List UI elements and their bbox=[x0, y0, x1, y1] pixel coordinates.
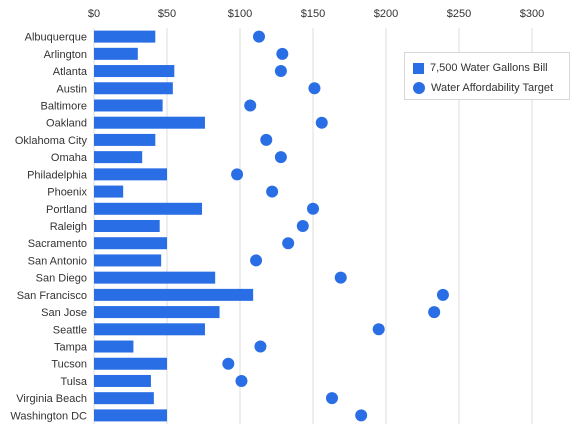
category-label: Oklahoma City bbox=[15, 135, 88, 147]
target-dot bbox=[276, 47, 289, 60]
target-dot bbox=[325, 392, 338, 405]
category-label: Oakland bbox=[46, 118, 87, 130]
bar bbox=[94, 254, 162, 267]
x-tick-label: $100 bbox=[228, 8, 252, 20]
legend-item-target: Water Affordability Target bbox=[413, 80, 553, 96]
target-dot bbox=[274, 65, 287, 78]
category-label: San Diego bbox=[36, 273, 87, 285]
target-dot bbox=[222, 357, 235, 370]
category-label: Virginia Beach bbox=[16, 393, 87, 405]
bar bbox=[94, 116, 205, 129]
bar bbox=[94, 220, 160, 232]
target-dot bbox=[308, 82, 321, 95]
bar bbox=[94, 82, 173, 95]
x-tick-label: $200 bbox=[374, 8, 398, 20]
category-label: Tampa bbox=[54, 342, 88, 354]
x-tick-label: $250 bbox=[447, 8, 471, 20]
target-dot bbox=[355, 409, 368, 422]
target-dot bbox=[252, 30, 265, 43]
target-dot bbox=[235, 374, 248, 387]
target-dot bbox=[260, 133, 273, 146]
bar bbox=[94, 392, 154, 405]
legend: 7,500 Water Gallons Bill Water Affordabi… bbox=[404, 52, 570, 100]
bar bbox=[94, 271, 216, 284]
bar bbox=[94, 202, 203, 215]
target-dot bbox=[282, 237, 295, 250]
bar bbox=[94, 185, 124, 198]
bar bbox=[94, 374, 151, 387]
bar bbox=[94, 151, 143, 164]
target-dot bbox=[274, 151, 287, 164]
target-dot bbox=[266, 185, 279, 198]
target-dot bbox=[244, 99, 257, 112]
bar bbox=[94, 30, 156, 43]
category-label: Raleigh bbox=[50, 221, 87, 233]
target-dot bbox=[307, 202, 319, 215]
category-label: San Antonio bbox=[28, 255, 87, 267]
category-label: San Francisco bbox=[17, 290, 87, 302]
target-dot bbox=[428, 306, 441, 319]
category-label: Philadelphia bbox=[27, 169, 88, 181]
legend-swatch-bill bbox=[413, 62, 424, 74]
legend-label-target: Water Affordability Target bbox=[431, 82, 554, 94]
category-label: Phoenix bbox=[47, 187, 87, 199]
category-label: Washington DC bbox=[10, 410, 87, 422]
bar bbox=[94, 99, 163, 112]
target-dot bbox=[296, 220, 309, 232]
target-dot bbox=[334, 271, 347, 284]
category-label: Sacramento bbox=[28, 238, 87, 250]
category-label: Omaha bbox=[51, 152, 88, 164]
category-label: Arlington bbox=[44, 49, 87, 61]
x-tick-label: $50 bbox=[158, 8, 176, 20]
bar bbox=[94, 357, 167, 370]
bar bbox=[94, 47, 138, 60]
category-label: Albuquerque bbox=[25, 32, 87, 44]
x-tick-label: $150 bbox=[301, 8, 325, 20]
category-label: Atlanta bbox=[53, 66, 88, 78]
bar bbox=[94, 306, 220, 319]
target-dot bbox=[250, 254, 263, 267]
category-label: Tucson bbox=[51, 359, 87, 371]
category-label: San Jose bbox=[41, 307, 87, 319]
bar bbox=[94, 323, 205, 336]
bar bbox=[94, 237, 167, 250]
category-label: Tulsa bbox=[61, 376, 88, 388]
bar bbox=[94, 409, 167, 422]
legend-label-bill: 7,500 Water Gallons Bill bbox=[430, 62, 548, 74]
target-dot bbox=[254, 340, 267, 353]
target-dot bbox=[231, 168, 244, 181]
x-tick-label: $0 bbox=[88, 8, 100, 20]
target-dot bbox=[315, 116, 328, 129]
legend-swatch-target bbox=[413, 82, 425, 94]
category-label: Seattle bbox=[53, 324, 87, 336]
legend-item-bill: 7,500 Water Gallons Bill bbox=[413, 60, 548, 76]
bar bbox=[94, 288, 254, 301]
category-label: Portland bbox=[46, 204, 87, 216]
target-dot bbox=[372, 323, 385, 336]
bar bbox=[94, 168, 167, 181]
bar bbox=[94, 340, 134, 353]
bar bbox=[94, 65, 175, 78]
bar bbox=[94, 133, 156, 146]
category-label: Baltimore bbox=[41, 100, 87, 112]
x-tick-label: $300 bbox=[520, 8, 544, 20]
target-dot bbox=[436, 288, 449, 301]
category-label: Austin bbox=[56, 83, 87, 95]
